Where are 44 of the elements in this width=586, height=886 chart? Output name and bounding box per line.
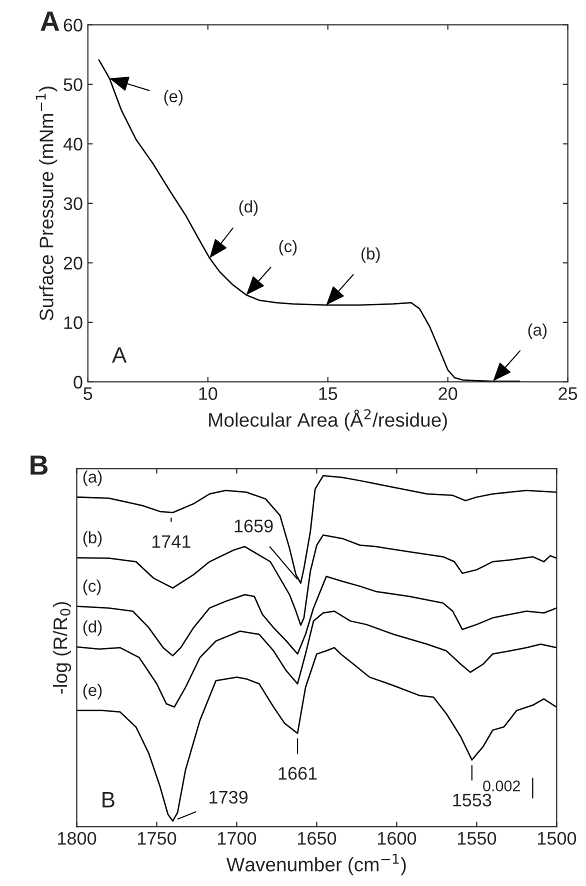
annotation: 0.002	[483, 780, 520, 792]
annotation: (b)	[361, 247, 380, 263]
annotation: 1741	[152, 535, 190, 548]
annotation: A	[112, 347, 127, 363]
annotation: 1661	[278, 767, 317, 780]
x-tick-label: 1700	[218, 832, 256, 845]
y-tick-label: 10	[64, 316, 82, 330]
annotation: (e)	[164, 90, 183, 106]
x-tick-label: 1650	[298, 832, 336, 845]
y-tick-label: 40	[63, 138, 82, 151]
y-axis-title: -log (R/R$_{0}$)	[52, 602, 72, 694]
y-tick-label: 0	[74, 376, 82, 389]
y-tick-label: 20	[64, 256, 82, 270]
series-label: (a)	[83, 470, 102, 486]
x-tick-label: 15	[319, 387, 338, 400]
annotation: 1739	[210, 790, 248, 804]
series-label: (b)	[83, 531, 102, 547]
series-label: (d)	[83, 620, 102, 636]
series-label: (c)	[83, 580, 101, 596]
x-tick-label: 1550	[458, 832, 496, 845]
y-tick-label: 60	[64, 18, 82, 32]
annotation: (c)	[279, 240, 297, 256]
x-axis-title: Wavenumber (cm$^{−1}$)	[226, 854, 406, 876]
annotation: B	[102, 792, 114, 808]
x-tick-label: 10	[199, 387, 218, 400]
x-axis-title: Molecular Area (Å$^{2}$/residue)	[209, 409, 447, 431]
y-tick-label: 30	[64, 197, 82, 210]
x-tick-label: 1800	[58, 832, 96, 845]
x-tick-label: 1600	[378, 832, 416, 845]
series-label: (e)	[83, 684, 102, 700]
y-axis-title: Surface Pressure (mNm$^{−1}$)	[36, 86, 58, 320]
line-series	[98, 59, 520, 382]
x-tick-label: 5	[84, 387, 92, 400]
chart-title: A	[40, 12, 60, 31]
x-tick-label: 25	[558, 387, 578, 400]
annotation: 1659	[234, 520, 273, 532]
annotation: (a)	[528, 324, 547, 340]
x-tick-label: 20	[438, 387, 458, 400]
x-tick-label: 1500	[538, 832, 576, 845]
annotation: (d)	[239, 200, 258, 216]
annotation: 1553	[453, 794, 492, 806]
y-tick-label: 50	[64, 78, 82, 92]
chart-title: B	[30, 456, 48, 475]
x-tick-label: 1750	[138, 832, 176, 845]
